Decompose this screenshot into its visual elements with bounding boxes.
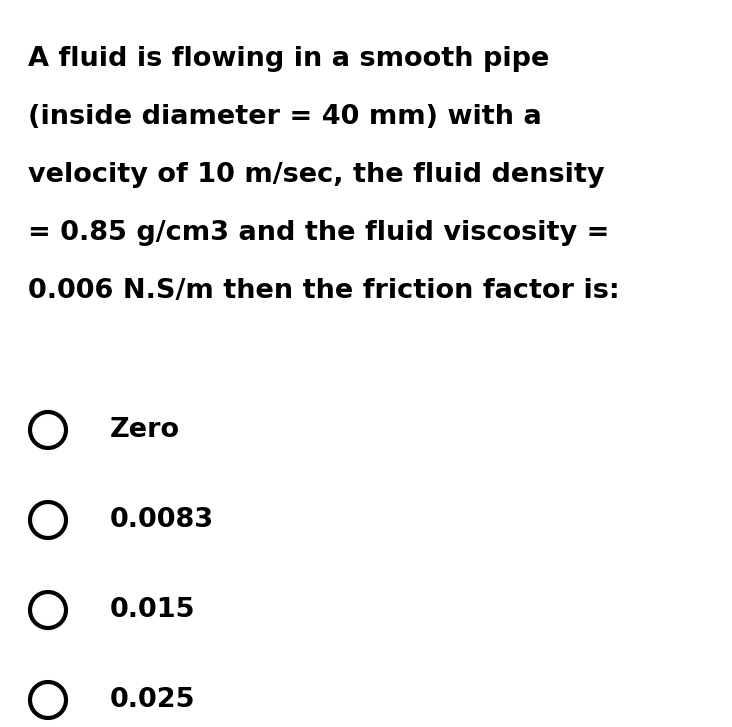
Text: 0.015: 0.015: [110, 597, 195, 623]
Text: = 0.85 g/cm3 and the fluid viscosity =: = 0.85 g/cm3 and the fluid viscosity =: [28, 220, 609, 246]
Text: velocity of 10 m/sec, the fluid density: velocity of 10 m/sec, the fluid density: [28, 161, 605, 188]
Text: 0.025: 0.025: [110, 687, 195, 713]
Text: (inside diameter = 40 mm) with a: (inside diameter = 40 mm) with a: [28, 103, 542, 129]
Text: Zero: Zero: [110, 417, 180, 443]
Text: 0.0083: 0.0083: [110, 507, 214, 533]
Text: A fluid is flowing in a smooth pipe: A fluid is flowing in a smooth pipe: [28, 46, 550, 71]
Text: 0.006 N.S/m then the friction factor is:: 0.006 N.S/m then the friction factor is:: [28, 278, 619, 303]
